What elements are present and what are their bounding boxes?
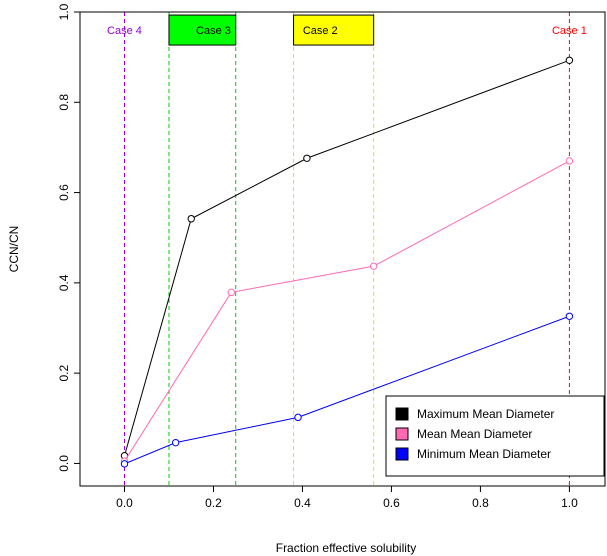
case-label-2: Case 2	[303, 25, 338, 37]
y-tick-label-5: 1.0	[57, 3, 71, 20]
series-line-1	[124, 160, 570, 462]
series-0-point-1	[187, 215, 195, 223]
case-annotations: Case 4 Case 3 Case 2 Case 1	[107, 14, 587, 46]
legend-box	[385, 395, 605, 477]
series-line-0	[124, 59, 570, 456]
legend-swatch-1	[395, 427, 409, 441]
y-tick-label-4: 0.8	[57, 94, 71, 111]
x-tick-label-2: 0.4	[294, 496, 311, 510]
y-tick-label-1: 0.2	[57, 364, 71, 381]
y-tick-label-0: 0.0	[57, 455, 71, 472]
series-0-point-3	[565, 56, 574, 65]
y-axis: 0.0 0.2 0.4 0.6 0.8 1.0	[57, 3, 81, 472]
x-tick-label-0: 0.0	[116, 496, 133, 510]
x-tick-label-5: 1.0	[561, 496, 578, 510]
series-2-point-2	[294, 413, 302, 422]
series-0-point-2	[303, 154, 311, 162]
series-1-point-3	[565, 157, 574, 165]
case-label-0: Case 4	[107, 25, 142, 37]
series-2-point-1	[171, 438, 180, 447]
x-axis-label: Fraction effective solubility	[276, 541, 417, 555]
case-box-2	[293, 14, 375, 46]
series-line-2	[124, 315, 570, 465]
y-tick-label-3: 0.6	[57, 184, 71, 201]
series-2-point-3	[565, 312, 574, 320]
x-tick-label-4: 0.8	[472, 496, 489, 510]
x-tick-label-3: 0.6	[383, 496, 400, 510]
legend-label-2: Minimum Mean Diameter	[417, 447, 551, 461]
series-2-point-0	[120, 460, 129, 468]
case-box-1	[168, 14, 237, 46]
data-series	[120, 56, 574, 468]
x-axis: 0.0 0.2 0.4 0.6 0.8 1.0	[116, 485, 578, 510]
legend-label-1: Mean Mean Diameter	[417, 427, 532, 441]
series-1-point-1	[227, 288, 235, 297]
case-label-1: Case 3	[196, 25, 231, 37]
y-tick-label-2: 0.4	[57, 274, 71, 291]
x-tick-label-1: 0.2	[205, 496, 222, 510]
y-axis-label: CCN/CN	[7, 226, 21, 273]
legend-swatch-2	[395, 447, 409, 461]
case-label-3: Case 1	[552, 25, 587, 37]
legend-swatch-0	[395, 407, 409, 421]
legend-label-0: Maximum Mean Diameter	[417, 407, 554, 421]
series-1-point-2	[369, 262, 378, 270]
legend: Maximum Mean Diameter Mean Mean Diameter M…	[385, 395, 605, 477]
